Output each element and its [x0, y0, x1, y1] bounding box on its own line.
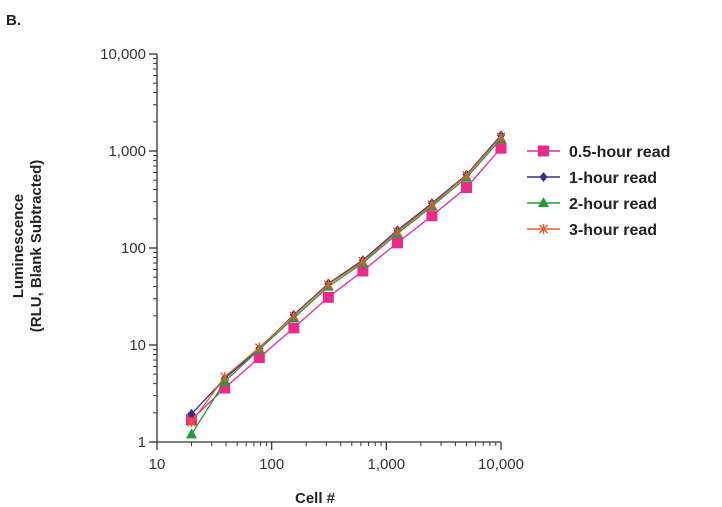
plot-series [186, 130, 507, 439]
x-tick-label: 10,000 [478, 456, 524, 473]
data-point [426, 210, 438, 222]
x-axis-ticks: 10 100 1,000 10,000 [149, 442, 524, 473]
data-point [288, 322, 300, 334]
legend-item: 2-hour read [527, 196, 657, 213]
x-tick-label: 1,000 [368, 456, 406, 473]
series-2-hour-read [186, 132, 507, 439]
data-point [186, 428, 198, 439]
panel-label: B. [6, 12, 21, 29]
data-point [253, 352, 265, 364]
y-axis-title-line2: (RLU, Blank Subtracted) [28, 160, 45, 333]
series-line [191, 134, 502, 415]
data-point [219, 382, 231, 394]
legend-marker [538, 145, 549, 157]
data-point [187, 417, 197, 428]
y-tick-label: 1 [138, 434, 146, 451]
legend-marker [538, 197, 549, 207]
y-tick-label: 1,000 [108, 143, 146, 160]
data-point [358, 256, 368, 267]
series-line [190, 136, 502, 423]
legend-item: 0.5-hour read [527, 144, 670, 161]
data-point [461, 170, 471, 181]
x-axis-title: Cell # [295, 490, 336, 507]
data-point [323, 279, 333, 290]
axes [153, 54, 501, 446]
legend-item: 1-hour read [527, 170, 657, 187]
data-point [322, 291, 334, 303]
data-point [495, 142, 507, 154]
data-point [460, 182, 472, 194]
legend-marker [539, 224, 548, 234]
data-point [289, 310, 299, 321]
legend-marker [539, 172, 548, 182]
series-3-hour-read [187, 131, 506, 428]
data-point [391, 237, 403, 249]
legend-label: 3-hour read [569, 222, 657, 239]
data-point [254, 342, 264, 353]
data-point [427, 199, 437, 210]
legend-label: 1-hour read [569, 170, 657, 187]
legend-label: 2-hour read [569, 196, 657, 213]
x-tick-label: 100 [259, 456, 284, 473]
series-line [191, 147, 502, 421]
legend: 0.5-hour read 1-hour read 2-hour read 3-hou… [527, 144, 670, 239]
data-point [392, 226, 402, 237]
data-point [220, 371, 230, 382]
y-tick-label: 100 [121, 240, 146, 257]
data-point [496, 131, 506, 142]
legend-item: 3-hour read [527, 222, 657, 239]
x-tick-label: 10 [149, 456, 166, 473]
y-axis-title-line1: Luminescence [10, 194, 27, 298]
y-axis-ticks: 1 10 100 1,000 10,000 [100, 46, 157, 451]
y-tick-label: 10,000 [100, 46, 146, 63]
y-tick-label: 10 [129, 337, 146, 354]
data-point [187, 408, 196, 419]
series-line [190, 138, 502, 435]
data-point [357, 265, 369, 277]
legend-label: 0.5-hour read [569, 144, 670, 161]
